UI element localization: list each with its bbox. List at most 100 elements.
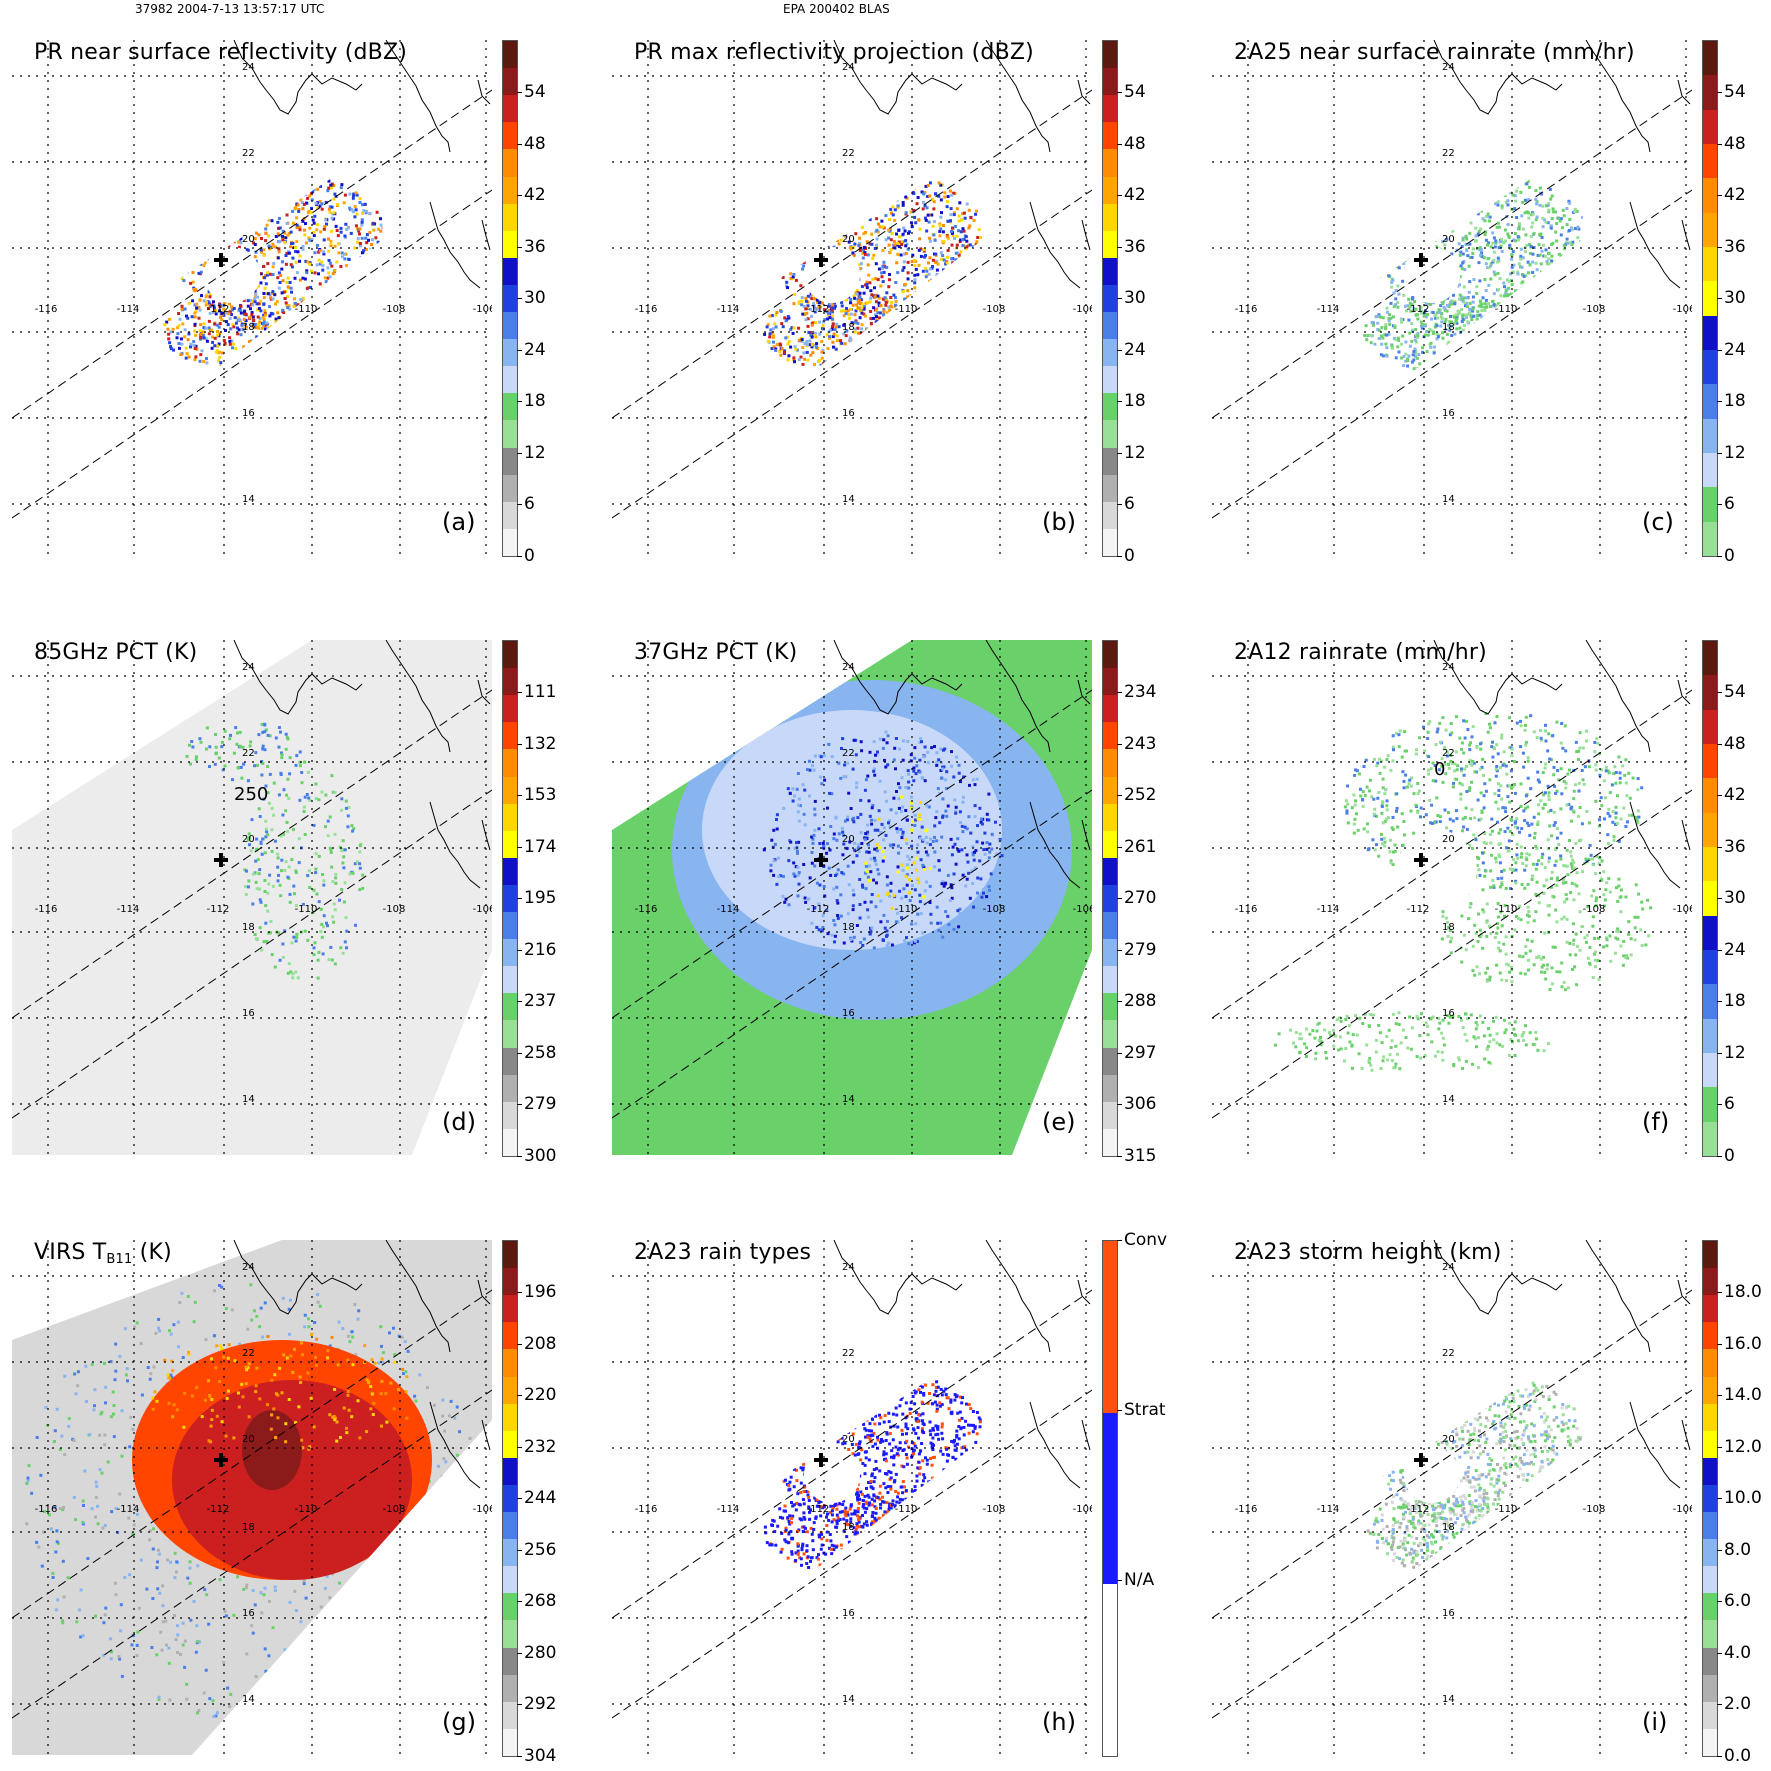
colorbar-segment — [1103, 149, 1117, 177]
colorbar-tick-label: 111 — [524, 682, 557, 702]
colorbar-tick-label: 279 — [1124, 939, 1157, 960]
swath-edges — [612, 1289, 1092, 1719]
colorbar-tick — [1717, 1104, 1722, 1105]
colorbar-tick-label: 132 — [524, 733, 557, 754]
graticule — [612, 40, 1092, 555]
colorbar-segment — [503, 1647, 517, 1676]
map-canvas: -116 -114 -112 -110 -108 -106 24 22 20 18 16 14 — [1212, 40, 1692, 555]
colorbar-tick-label: 244 — [524, 1488, 557, 1508]
longitude-label: -108 — [1583, 1504, 1606, 1515]
colorbar-segment — [1703, 1053, 1717, 1088]
colorbar-segment — [1703, 915, 1717, 951]
colorbar-tick-label: 0 — [1124, 545, 1135, 566]
colorbar — [1102, 640, 1118, 1157]
storm-center-marker — [814, 253, 828, 267]
colorbar-segment — [1103, 1412, 1117, 1585]
colorbar-tick — [1117, 195, 1122, 196]
colorbar-segment — [1103, 1128, 1117, 1157]
map-coordinate-labels: -116 -114 -112 -110 -108 -106 24 22 20 18 16 14 — [1235, 62, 1692, 505]
panel-letter: (g) — [442, 1708, 476, 1736]
colorbar-tick — [1717, 504, 1722, 505]
longitude-label: -114 — [1317, 1504, 1340, 1515]
longitude-label: -106 — [473, 1504, 492, 1515]
longitude-label: -110 — [895, 1504, 918, 1515]
colorbar-tick — [1117, 1580, 1122, 1581]
storm-center-marker — [814, 1453, 828, 1467]
colorbar-segment — [1703, 109, 1717, 145]
colorbar-tick — [517, 92, 522, 93]
colorbar-tick — [1117, 555, 1122, 557]
longitude-label: -106 — [1073, 304, 1092, 315]
colorbar-segment — [1703, 1087, 1717, 1123]
colorbar-segment — [503, 966, 517, 994]
coastline — [833, 1240, 1091, 1489]
colorbar-segment — [1703, 1647, 1717, 1676]
colorbar-segment — [1103, 420, 1117, 449]
colorbar-segment — [503, 203, 517, 232]
colorbar-segment — [1103, 447, 1117, 476]
coastline — [1433, 640, 1691, 889]
colorbar-segment — [503, 257, 517, 286]
colorbar-segment — [1703, 709, 1717, 745]
colorbar-tick — [1117, 92, 1122, 93]
colorbar — [1102, 40, 1118, 557]
latitude-label: 20 — [842, 1434, 855, 1445]
colorbar-tick — [517, 1104, 522, 1105]
colorbar-segment — [503, 1101, 517, 1130]
map-canvas: -116 -114 -112 -110 -108 -106 24 22 20 18 16 14 0 — [1212, 640, 1692, 1155]
colorbar-segment — [1703, 281, 1717, 317]
field-swath_height — [1366, 1370, 1584, 1571]
panel-title-subscript: B11 — [106, 1252, 133, 1267]
storm-center-marker — [214, 253, 228, 267]
colorbar-segment — [503, 474, 517, 503]
panel-title: 2A25 near surface rainrate (mm/hr) — [1234, 40, 1635, 65]
map-c: -116 -114 -112 -110 -108 -106 24 22 20 18 16 14 — [1212, 40, 1692, 555]
panel-letter: (i) — [1642, 1708, 1668, 1736]
colorbar-tick-label: 18 — [1724, 391, 1746, 411]
colorbar-segment — [1103, 857, 1117, 886]
colorbar-tick — [1717, 743, 1722, 745]
longitude-label: -114 — [117, 904, 140, 915]
coastline — [233, 40, 491, 289]
longitude-label: -114 — [717, 904, 740, 915]
colorbar-tick — [1117, 949, 1122, 951]
latitude-label: 18 — [1442, 322, 1455, 333]
colorbar-segment — [503, 420, 517, 449]
colorbar-tick-label: 288 — [1124, 991, 1157, 1011]
latitude-label: 18 — [1442, 1522, 1455, 1533]
colorbar-tick-label: N/A — [1124, 1570, 1155, 1590]
colorbar-tick — [517, 692, 522, 693]
field-wide_gray — [12, 640, 492, 1155]
swath-edges — [612, 689, 1092, 1119]
colorbar-segment — [503, 41, 517, 69]
map-canvas: -116 -114 -112 -110 -108 -106 24 22 20 18 16 14 — [612, 40, 1092, 555]
latitude-label: 16 — [842, 408, 855, 419]
colorbar-tick-label: 315 — [1124, 1145, 1157, 1166]
latitude-label: 20 — [842, 234, 855, 245]
latitude-label: 18 — [842, 322, 855, 333]
colorbar-tick — [1117, 795, 1122, 796]
colorbar-tick-label: 36 — [1124, 236, 1146, 257]
colorbar — [1702, 640, 1718, 1157]
colorbar-segment — [1703, 812, 1717, 848]
colorbar-segment — [503, 857, 517, 886]
colorbar-tick-label: 237 — [524, 991, 557, 1011]
colorbar-tick — [1717, 555, 1722, 557]
swath-edges — [612, 89, 1092, 519]
longitude-label: -112 — [207, 904, 230, 915]
map-canvas: -116 -114 -112 -110 -108 -106 24 22 20 18 16 14 — [12, 1240, 492, 1755]
colorbar-segment — [1103, 884, 1117, 913]
map-canvas: -116 -114 -112 -110 -108 -106 24 22 20 18 16 14 — [12, 40, 492, 555]
map-canvas: -116 -114 -112 -110 -108 -106 24 22 20 18 16 14 — [612, 1240, 1092, 1755]
latitude-label: 14 — [842, 1094, 855, 1105]
colorbar-tick — [1117, 504, 1122, 505]
colorbar-tick — [1117, 1240, 1122, 1241]
panel-letter: (d) — [442, 1108, 476, 1136]
latitude-label: 14 — [1442, 1694, 1455, 1705]
map-e: -116 -114 -112 -110 -108 -106 24 22 20 18 16 14 — [612, 640, 1092, 1155]
panel-title: 2A23 rain types — [634, 1240, 812, 1265]
colorbar-segment — [1703, 1593, 1717, 1621]
colorbar-segment — [503, 1484, 517, 1513]
colorbar-segment — [503, 366, 517, 394]
colorbar-segment — [503, 722, 517, 750]
